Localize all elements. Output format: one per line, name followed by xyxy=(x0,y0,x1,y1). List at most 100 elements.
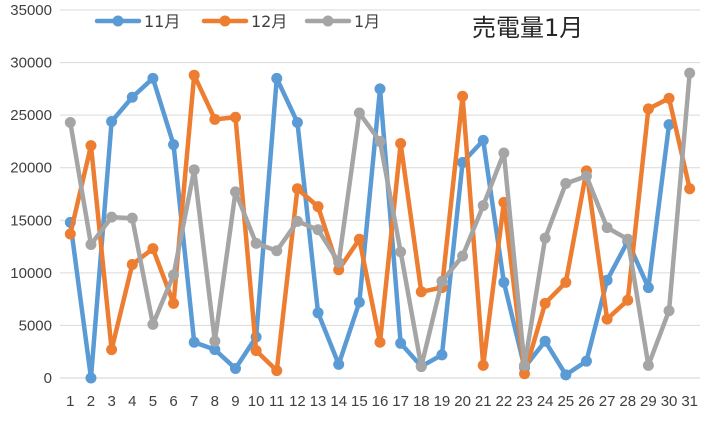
x-axis-labels: 1 2 3 4 5 6 7 8 9 10 11 12 13 14 15 16 17 18 19 20 21 22 23 24 2… xyxy=(66,393,698,410)
data-point xyxy=(374,83,386,95)
data-point xyxy=(415,360,427,372)
data-point xyxy=(353,233,365,245)
x-tick-label: 28 xyxy=(619,393,636,410)
data-point xyxy=(560,276,572,288)
data-point xyxy=(353,107,365,119)
data-point xyxy=(415,286,427,298)
data-point xyxy=(374,135,386,147)
x-tick-label: 7 xyxy=(190,393,198,410)
y-tick-label: 30000 xyxy=(10,55,52,72)
data-point xyxy=(85,140,97,152)
series-lines xyxy=(64,67,696,384)
data-point xyxy=(147,72,159,84)
legend-label: 12月 xyxy=(251,12,287,31)
data-point xyxy=(663,92,675,104)
x-tick-label: 17 xyxy=(392,393,409,410)
data-point xyxy=(539,335,551,347)
data-point xyxy=(147,318,159,330)
data-point xyxy=(126,212,138,224)
data-point xyxy=(271,245,283,257)
data-point xyxy=(457,250,469,262)
data-point xyxy=(85,238,97,250)
legend-marker xyxy=(219,15,231,27)
data-point xyxy=(250,345,262,357)
x-tick-label: 15 xyxy=(351,393,368,410)
data-point xyxy=(395,337,407,349)
x-tick-label: 30 xyxy=(661,393,678,410)
x-tick-label: 18 xyxy=(413,393,430,410)
x-tick-label: 11 xyxy=(269,393,285,410)
x-tick-label: 19 xyxy=(434,393,451,410)
data-point xyxy=(333,256,345,268)
data-point xyxy=(188,69,200,81)
y-tick-label: 35000 xyxy=(10,2,52,19)
data-point xyxy=(333,358,345,370)
data-point xyxy=(229,111,241,123)
data-point xyxy=(601,274,613,286)
data-point xyxy=(291,215,303,227)
x-tick-label: 5 xyxy=(149,393,157,410)
x-tick-label: 3 xyxy=(107,393,115,410)
x-tick-label: 16 xyxy=(372,393,389,410)
data-point xyxy=(291,183,303,195)
data-point xyxy=(642,103,654,115)
x-tick-label: 2 xyxy=(87,393,95,410)
x-tick-label: 29 xyxy=(640,393,657,410)
data-point xyxy=(229,363,241,375)
y-axis-labels: 0 5000 10000 15000 20000 25000 30000 35000 xyxy=(10,2,52,387)
x-tick-label: 27 xyxy=(599,393,616,410)
data-point xyxy=(457,90,469,102)
data-point xyxy=(560,177,572,189)
x-tick-label: 9 xyxy=(231,393,239,410)
x-tick-label: 10 xyxy=(248,393,265,410)
x-tick-label: 4 xyxy=(128,393,136,410)
x-tick-label: 25 xyxy=(557,393,574,410)
data-point xyxy=(106,115,118,127)
y-tick-label: 20000 xyxy=(10,160,52,177)
data-point xyxy=(106,344,118,356)
data-point xyxy=(684,67,696,79)
data-point xyxy=(168,297,180,309)
data-point xyxy=(477,134,489,146)
data-point xyxy=(663,119,675,131)
chart-title: 売電量1月 xyxy=(472,14,583,42)
data-point xyxy=(498,147,510,159)
data-point xyxy=(395,138,407,150)
x-tick-label: 1 xyxy=(66,393,74,410)
data-point xyxy=(271,72,283,84)
data-point xyxy=(663,305,675,317)
data-point xyxy=(477,359,489,371)
data-point xyxy=(684,183,696,195)
data-point xyxy=(539,297,551,309)
data-point xyxy=(353,296,365,308)
data-point xyxy=(477,200,489,212)
data-point xyxy=(601,222,613,234)
y-tick-label: 15000 xyxy=(10,212,52,229)
x-tick-label: 21 xyxy=(475,393,492,410)
legend-marker xyxy=(112,15,124,27)
data-point xyxy=(580,170,592,182)
legend-label: 1月 xyxy=(354,12,380,31)
data-point xyxy=(168,139,180,151)
data-point xyxy=(147,243,159,255)
data-point xyxy=(312,307,324,319)
data-point xyxy=(519,368,531,380)
legend-item: 12月 xyxy=(201,12,287,31)
data-point xyxy=(126,258,138,270)
x-tick-label: 24 xyxy=(537,393,554,410)
series-line xyxy=(68,76,672,381)
legend: 11月 12月 1月 xyxy=(94,12,380,31)
data-point xyxy=(126,91,138,103)
x-tick-label: 26 xyxy=(578,393,595,410)
data-point xyxy=(312,224,324,236)
data-point xyxy=(188,336,200,348)
data-point xyxy=(250,237,262,249)
y-tick-label: 5000 xyxy=(19,317,52,334)
x-tick-label: 12 xyxy=(289,393,306,410)
data-point xyxy=(436,275,448,287)
x-tick-label: 8 xyxy=(211,393,219,410)
data-point xyxy=(271,365,283,377)
x-tick-label: 23 xyxy=(516,393,533,410)
x-tick-label: 13 xyxy=(310,393,327,410)
